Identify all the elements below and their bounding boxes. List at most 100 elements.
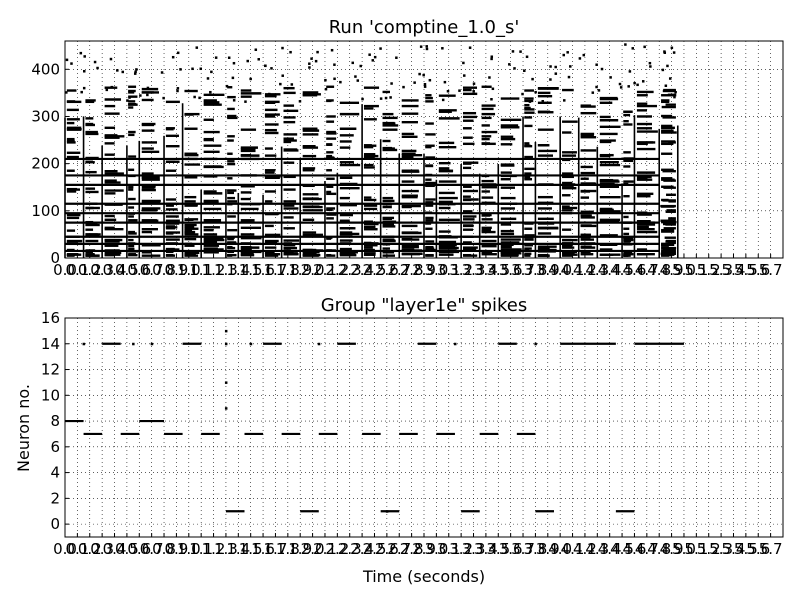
- y-axis-ticks: 0 100 200 300 400: [31, 60, 69, 267]
- spike-dot: [267, 92, 271, 96]
- x-tick-label: 1.2: [202, 540, 226, 558]
- x-tick-label: 2.2: [325, 540, 349, 558]
- spike-dot: [636, 83, 639, 87]
- spike-dot: [339, 80, 342, 84]
- spike-point: [82, 342, 86, 346]
- spike-dot: [649, 65, 652, 68]
- x-tick-label: 1.3: [214, 261, 238, 279]
- x-tick-label: 0.5: [115, 540, 139, 558]
- x-tick-label: 1.8: [276, 540, 300, 558]
- spike-dot: [491, 87, 495, 91]
- spike-dot: [670, 46, 674, 50]
- x-tick-label: 0.6: [127, 540, 151, 558]
- spike-dot: [356, 79, 360, 82]
- spike-dot: [264, 64, 267, 68]
- spike-dot: [232, 61, 236, 65]
- x-tick-label: 1.8: [276, 261, 300, 279]
- spike-dot: [428, 78, 432, 82]
- spike-dot: [643, 45, 646, 49]
- x-tick-label: 4.8: [647, 540, 671, 558]
- x-tick-label: 3.5: [486, 540, 510, 558]
- spike-dot: [308, 62, 311, 65]
- x-tick-label: 4.6: [623, 540, 647, 558]
- spike-dot: [146, 93, 149, 97]
- x-tick-label: 4.3: [585, 540, 609, 558]
- spike-dot: [525, 55, 529, 59]
- spike-dot: [472, 82, 476, 85]
- x-tick-label: 2.8: [400, 540, 424, 558]
- spike-dot: [600, 67, 604, 71]
- spike-dot: [333, 63, 336, 66]
- spike-dot: [214, 56, 218, 59]
- spike-dot: [135, 68, 138, 71]
- spike-dot: [631, 47, 635, 50]
- spike-dot: [528, 100, 532, 103]
- spike-dot: [254, 48, 258, 51]
- x-tick-label: 3.4: [474, 261, 498, 279]
- spike-dot: [673, 95, 676, 99]
- spike-dot: [162, 96, 165, 100]
- spike-dot: [554, 72, 558, 75]
- spike-dot: [134, 70, 137, 74]
- spike-dot: [627, 85, 630, 88]
- spike-dot: [523, 69, 526, 73]
- x-tick-label: 0.2: [78, 261, 102, 279]
- spike-dot: [531, 77, 534, 81]
- spike-dot: [359, 64, 362, 68]
- spike-dot: [351, 61, 354, 65]
- x-tick-label: 1.9: [288, 261, 312, 279]
- x-tick-label: 0.7: [140, 540, 164, 558]
- x-tick-label: 3.8: [523, 540, 547, 558]
- spike-dot: [628, 70, 632, 73]
- y-tick-label: 0: [50, 249, 60, 267]
- spike-dot: [384, 96, 388, 100]
- spike-plot-bottom: Group "layer1e" spikes 0 2 4 6 8 10 12 14 16 0.0…: [14, 295, 784, 586]
- spike-dot: [354, 75, 357, 78]
- x-tick-label: 3.0: [424, 540, 448, 558]
- spike-dot: [488, 76, 491, 79]
- spike-raster: [64, 43, 679, 258]
- spike-dot: [126, 99, 129, 102]
- x-tick-label: 5.2: [697, 540, 721, 558]
- x-tick-label: 2.7: [387, 261, 411, 279]
- y-tick-label: 10: [41, 386, 60, 404]
- x-tick-label: 1.1: [189, 261, 213, 279]
- spike-dot: [176, 89, 179, 93]
- spike-dot: [333, 77, 336, 81]
- x-tick-label: 2.4: [350, 261, 374, 279]
- spike-dot: [554, 65, 557, 69]
- x-tick-label: 4.1: [561, 261, 585, 279]
- x-tick-label: 3.9: [536, 540, 560, 558]
- x-tick-label: 1.4: [226, 540, 250, 558]
- x-tick-label: 3.8: [523, 261, 547, 279]
- spike-dot: [422, 73, 425, 77]
- spike-dot: [128, 96, 131, 99]
- y-tick-label: 12: [41, 361, 60, 379]
- spike-dot: [563, 99, 566, 102]
- x-axis-ticks: 0.00.10.20.30.40.50.60.70.80.91.01.11.21…: [53, 533, 783, 558]
- spike-dot: [519, 50, 522, 53]
- y-tick-label: 8: [50, 412, 60, 430]
- x-tick-label: 1.7: [264, 261, 288, 279]
- y-axis-label: Neuron no.: [14, 384, 33, 472]
- x-tick-label: 4.6: [623, 261, 647, 279]
- x-tick-label: 0.0: [53, 540, 77, 558]
- spike-dot: [289, 50, 292, 54]
- spike-dot: [146, 86, 150, 90]
- x-tick-label: 5.1: [684, 540, 708, 558]
- x-tick-label: 4.2: [573, 261, 597, 279]
- spike-dot: [591, 91, 595, 94]
- spike-dot: [609, 76, 612, 79]
- spike-dot: [672, 51, 676, 54]
- x-tick-label: 4.4: [598, 261, 622, 279]
- spike-dot: [133, 72, 137, 75]
- spike-dot: [324, 78, 327, 82]
- x-tick-label: 0.2: [78, 540, 102, 558]
- x-tick-label: 4.4: [598, 540, 622, 558]
- spike-dot: [423, 85, 427, 88]
- x-tick-label: 2.3: [338, 261, 362, 279]
- x-tick-label: 2.4: [350, 540, 374, 558]
- spike-dot: [198, 96, 201, 100]
- spike-dot: [418, 72, 421, 76]
- x-tick-label: 2.9: [412, 261, 436, 279]
